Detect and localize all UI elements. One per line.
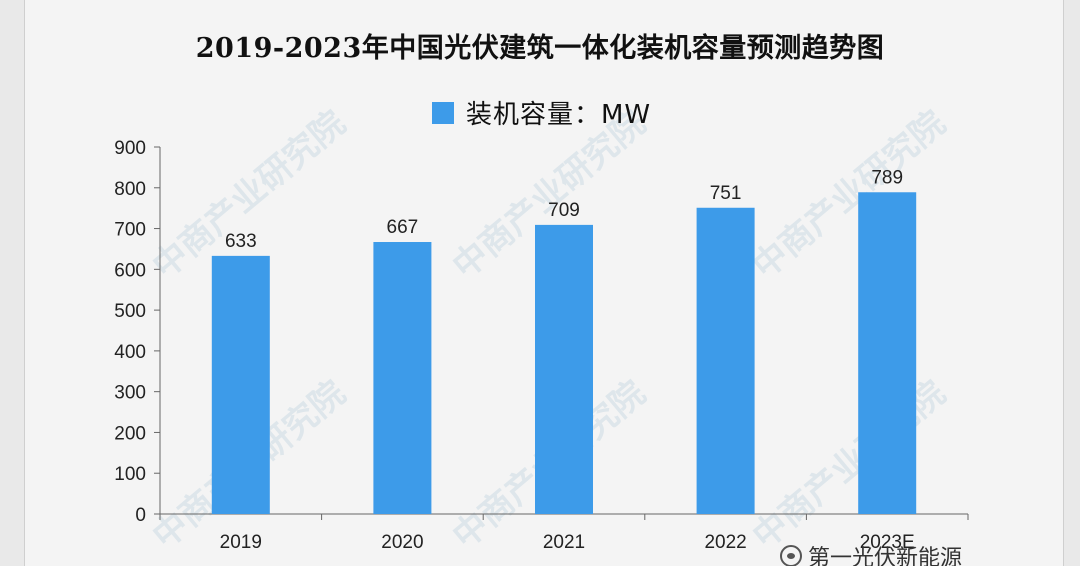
bar-2021 — [535, 224, 593, 514]
wechat-icon — [780, 545, 802, 566]
y-tick-label-900: 900 — [114, 138, 146, 159]
data-label-2022: 751 — [710, 183, 742, 204]
bar-2019 — [211, 255, 270, 515]
x-tick-label-2023E: 2023E — [860, 532, 915, 553]
y-tick-label-400: 400 — [114, 342, 146, 363]
chart-title: 2019-2023年中国光伏建筑一体化装机容量预测趋势图 — [195, 33, 885, 64]
bar-2022 — [696, 207, 755, 514]
data-label-2023E: 789 — [871, 167, 903, 188]
footer-source: 第一光伏新能源 — [780, 540, 962, 566]
data-label-2021: 709 — [548, 200, 580, 221]
footer-source-label: 第一光伏新能源 — [808, 546, 963, 566]
y-tick-label-600: 600 — [114, 260, 146, 281]
legend-swatch — [432, 101, 454, 124]
y-tick-label-700: 700 — [114, 220, 146, 241]
x-tick-label-2020: 2020 — [381, 532, 423, 553]
data-label-2020: 667 — [387, 217, 419, 238]
y-tick-label-100: 100 — [114, 464, 146, 485]
bar-2020 — [373, 242, 432, 515]
legend-label: 装机容量：MW — [466, 100, 652, 130]
left-border — [0, 0, 25, 566]
y-tick-label-0: 0 — [135, 505, 146, 526]
right-border — [1063, 0, 1080, 566]
y-tick-label-800: 800 — [114, 179, 146, 200]
y-tick-label-300: 300 — [114, 383, 146, 404]
y-tick-label-200: 200 — [114, 423, 146, 444]
x-tick-label-2021: 2021 — [543, 532, 585, 553]
chart-legend: 装机容量：MW — [432, 94, 651, 131]
y-tick-label-500: 500 — [114, 301, 146, 322]
x-tick-label-2019: 2019 — [220, 532, 262, 553]
data-label-2019: 633 — [225, 231, 257, 252]
x-tick-label-2022: 2022 — [704, 532, 746, 553]
bar-2023E — [858, 192, 917, 514]
